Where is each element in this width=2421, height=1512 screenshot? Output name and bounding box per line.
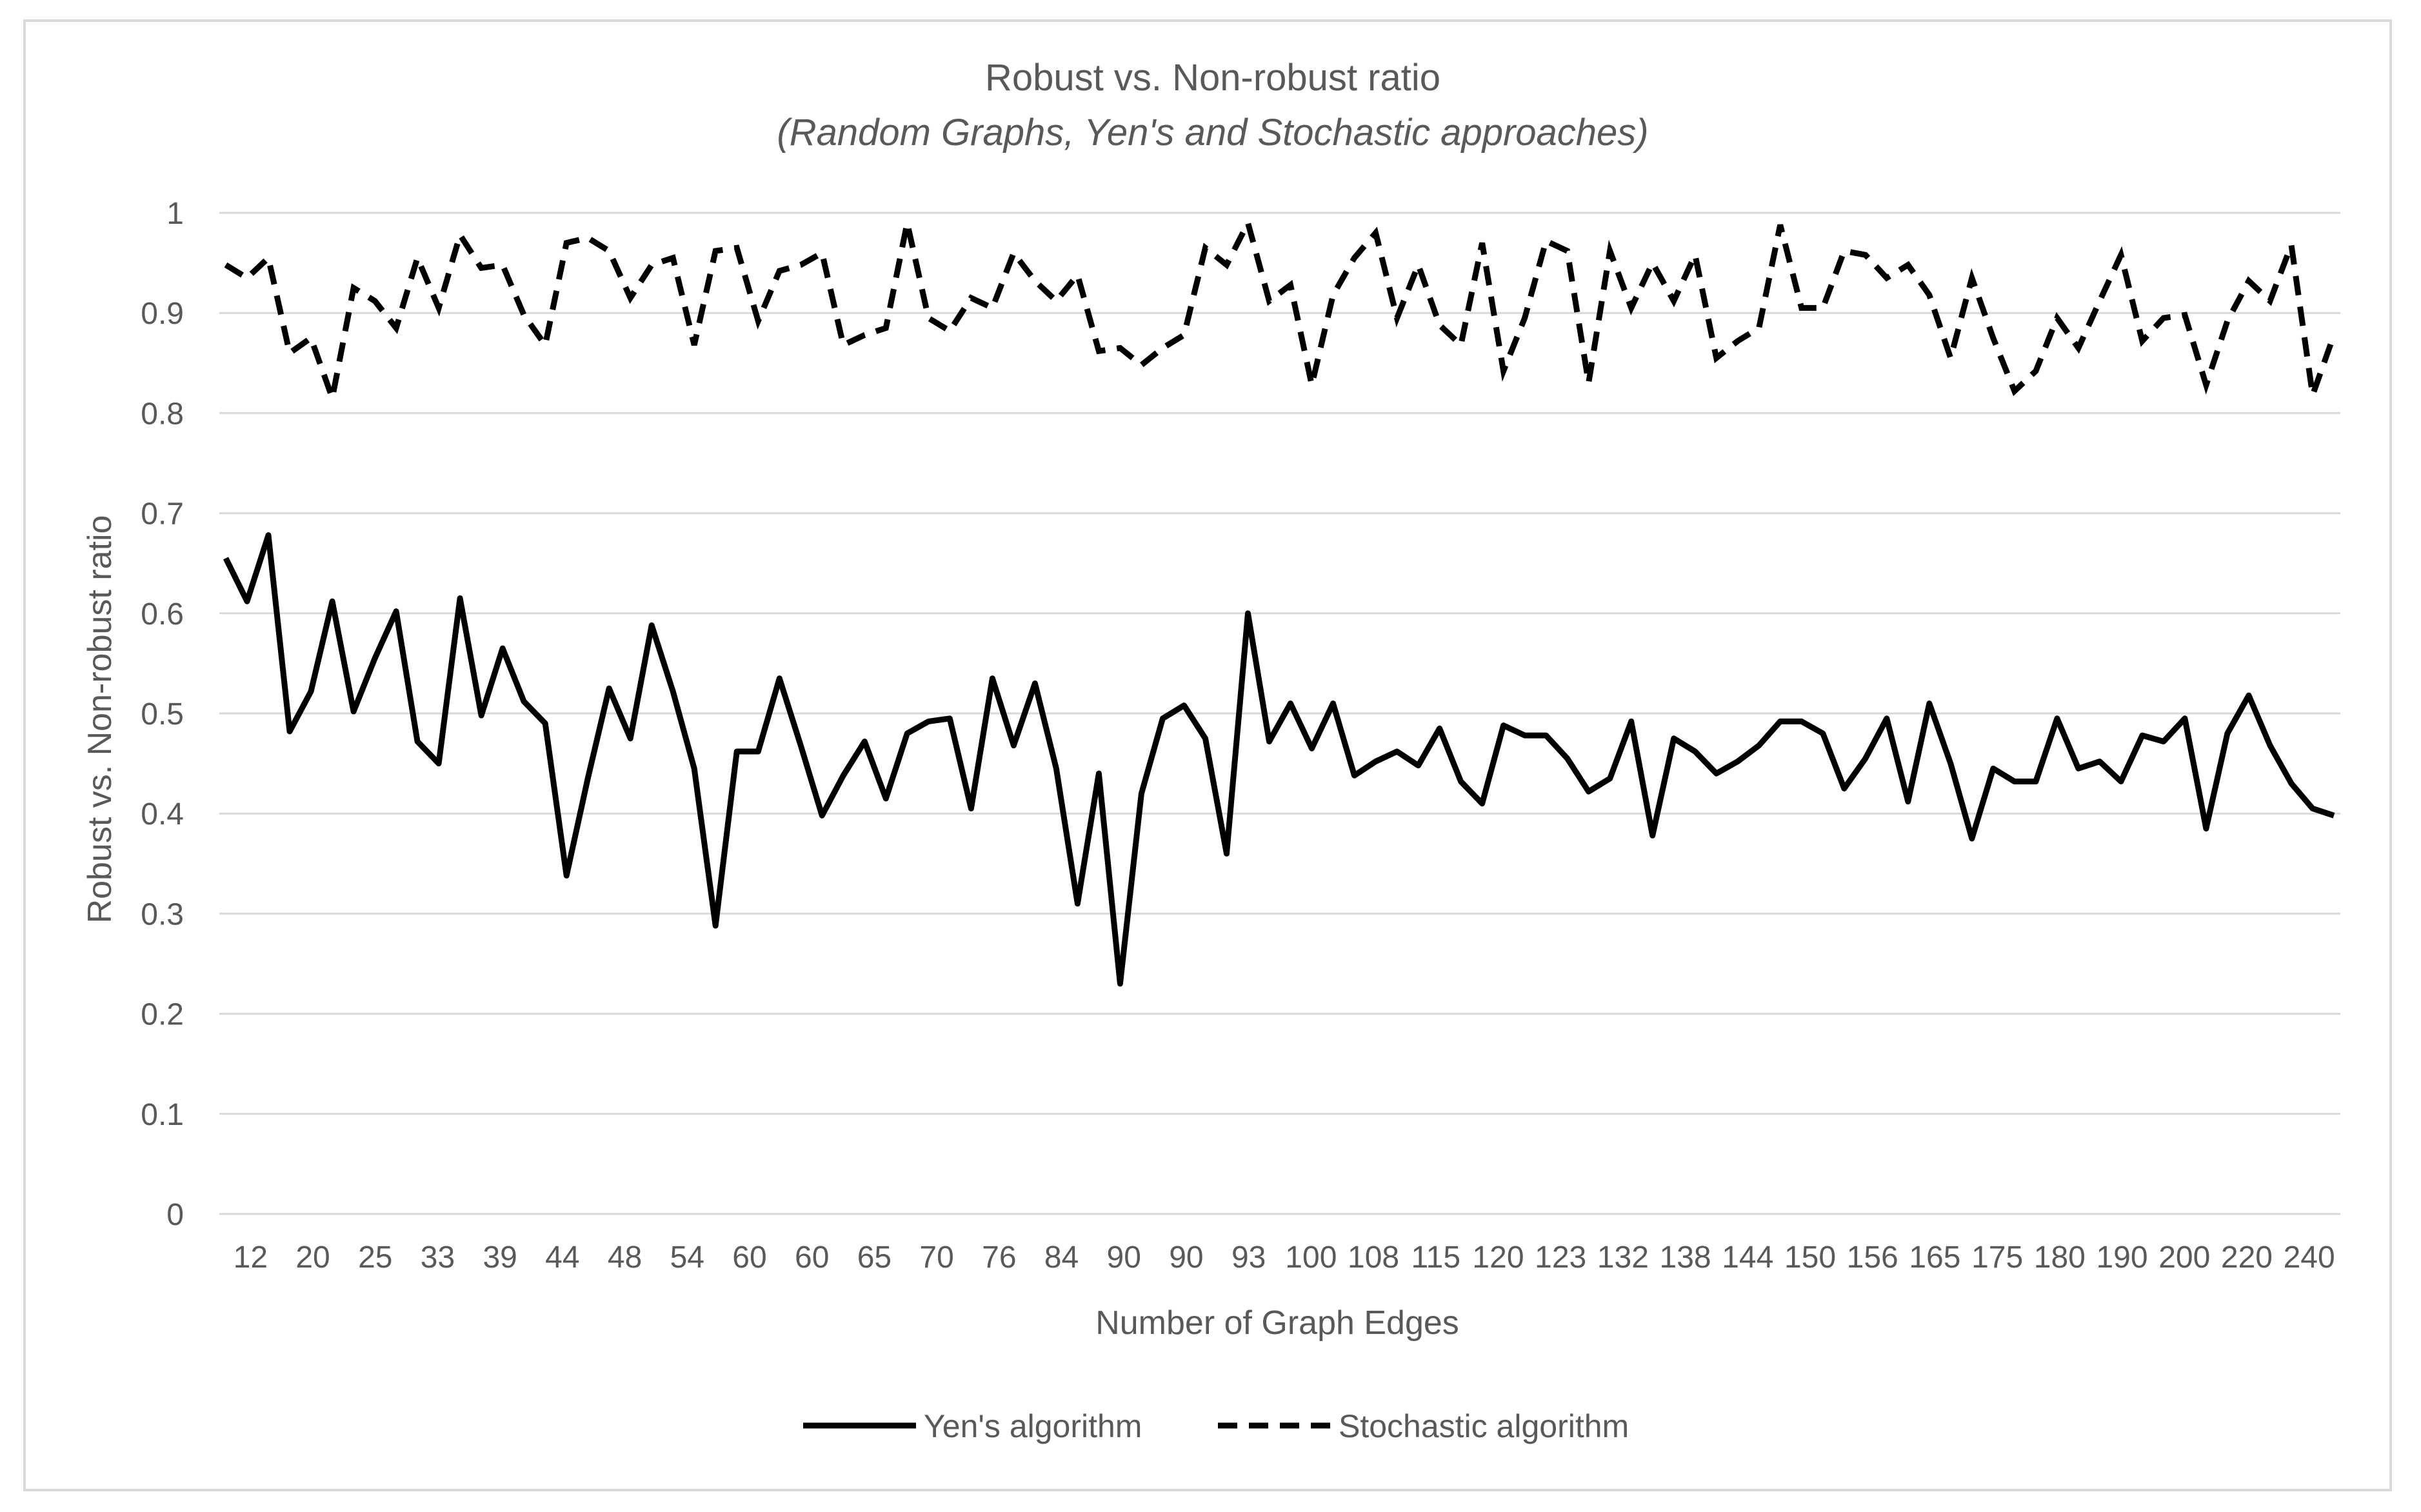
y-tick-label: 0.8 bbox=[141, 397, 184, 431]
x-tick-label: 123 bbox=[1535, 1240, 1586, 1275]
x-tick-label: 115 bbox=[1411, 1240, 1460, 1275]
x-axis-tick-labels: 12 20 25 33 39 44 48 54 60 60 65 70 76 84 90 90 93 100 108… bbox=[234, 1240, 2335, 1275]
x-tick-label: 90 bbox=[1169, 1240, 1203, 1275]
x-tick-label: 90 bbox=[1107, 1240, 1141, 1275]
chart-title: Robust vs. Non-robust ratio bbox=[985, 57, 1440, 99]
stochastic-algorithm-line bbox=[224, 215, 2337, 410]
y-tick-label: 0.4 bbox=[141, 797, 184, 831]
y-tick-label: 0.5 bbox=[141, 697, 184, 731]
x-tick-label: 180 bbox=[2034, 1240, 2086, 1275]
x-tick-label: 165 bbox=[1909, 1240, 1960, 1275]
x-tick-label: 144 bbox=[1722, 1240, 1773, 1275]
x-tick-label: 120 bbox=[1472, 1240, 1524, 1275]
x-tick-label: 25 bbox=[358, 1240, 392, 1275]
x-tick-label: 150 bbox=[1784, 1240, 1836, 1275]
x-tick-label: 93 bbox=[1231, 1240, 1266, 1275]
x-tick-label: 240 bbox=[2284, 1240, 2335, 1275]
x-tick-label: 100 bbox=[1285, 1240, 1337, 1275]
x-tick-label: 220 bbox=[2221, 1240, 2273, 1275]
series-lines bbox=[223, 215, 2337, 987]
x-tick-label: 65 bbox=[857, 1240, 892, 1275]
x-tick-label: 138 bbox=[1660, 1240, 1711, 1275]
x-tick-label: 33 bbox=[421, 1240, 455, 1275]
x-tick-label: 54 bbox=[670, 1240, 704, 1275]
x-tick-label: 190 bbox=[2096, 1240, 2147, 1275]
x-tick-label: 108 bbox=[1348, 1240, 1399, 1275]
x-tick-label: 60 bbox=[795, 1240, 829, 1275]
y-tick-label: 0.2 bbox=[141, 998, 184, 1032]
x-tick-label: 156 bbox=[1847, 1240, 1898, 1275]
x-tick-label: 84 bbox=[1044, 1240, 1079, 1275]
x-tick-label: 70 bbox=[919, 1240, 953, 1275]
legend-label: Stochastic algorithm bbox=[1339, 1408, 1629, 1444]
y-axis-tick-labels: 0 0.1 0.2 0.3 0.4 0.5 0.6 0.7 0.8 0.9 1 bbox=[141, 197, 184, 1232]
x-tick-label: 12 bbox=[234, 1240, 268, 1275]
x-tick-label: 60 bbox=[732, 1240, 766, 1275]
y-tick-label: 0.3 bbox=[141, 897, 184, 931]
x-axis-label: Number of Graph Edges bbox=[1095, 1304, 1459, 1342]
y-tick-label: 0.6 bbox=[141, 597, 184, 632]
x-tick-label: 132 bbox=[1597, 1240, 1649, 1275]
chart-subtitle: (Random Graphs, Yen's and Stochastic app… bbox=[777, 112, 1648, 154]
y-axis-label: Robust vs. Non-robust ratio bbox=[81, 515, 119, 924]
y-tick-label: 0.9 bbox=[141, 297, 184, 331]
x-tick-label: 44 bbox=[545, 1240, 579, 1275]
x-tick-label: 39 bbox=[483, 1240, 517, 1275]
x-tick-label: 200 bbox=[2158, 1240, 2210, 1275]
x-tick-label: 76 bbox=[982, 1240, 1016, 1275]
x-tick-label: 175 bbox=[1971, 1240, 2023, 1275]
gridlines bbox=[219, 212, 2340, 1215]
x-tick-label: 20 bbox=[295, 1240, 330, 1275]
y-tick-label: 0 bbox=[166, 1198, 184, 1232]
y-tick-label: 0.1 bbox=[141, 1098, 184, 1132]
x-tick-label: 48 bbox=[608, 1240, 642, 1275]
y-tick-label: 1 bbox=[166, 197, 184, 231]
yens-algorithm-line bbox=[223, 532, 2335, 987]
legend-label: Yen's algorithm bbox=[924, 1408, 1142, 1444]
y-tick-label: 0.7 bbox=[141, 497, 184, 532]
legend: Yen's algorithm Stochastic algorithm bbox=[803, 1408, 1629, 1444]
